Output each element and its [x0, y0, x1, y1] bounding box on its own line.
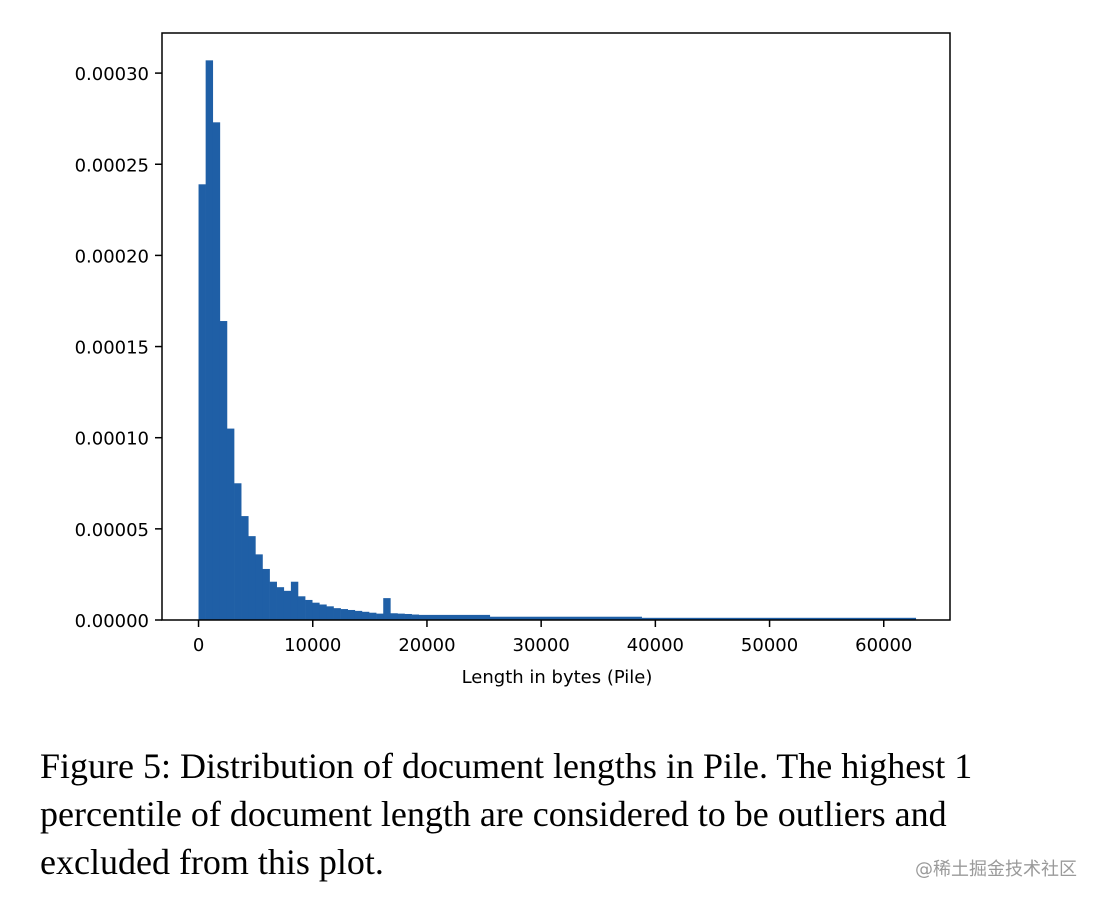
histogram-bar [234, 483, 242, 620]
histogram-bar [326, 606, 334, 620]
histogram-bar [361, 611, 370, 620]
histogram-bar [376, 613, 384, 620]
y-tick-label: 0.00025 [75, 155, 149, 176]
figure-caption: Figure 5: Distribution of document lengt… [40, 746, 973, 882]
histogram-bar [205, 60, 214, 620]
histogram-bar [319, 604, 327, 620]
y-axis: 0.00000 0.00005 0.00010 0.00015 0.00020 0.000… [75, 64, 162, 632]
x-tick-label: 60000 [855, 635, 912, 656]
y-tick-label: 0.00005 [75, 520, 149, 541]
histogram-bar [340, 609, 349, 620]
watermark-text: @稀土掘金技术社区 [915, 859, 1077, 880]
histogram-bar [390, 613, 398, 620]
x-tick-label: 50000 [741, 635, 798, 656]
y-tick-label: 0.00015 [75, 338, 149, 359]
histogram-bar [248, 536, 256, 620]
histogram-bar [641, 617, 917, 620]
histogram-bar [383, 598, 391, 620]
x-tick-label: 0 [193, 635, 204, 656]
histogram-bar [276, 587, 285, 620]
x-tick-label: 10000 [284, 635, 341, 656]
plot-frame [161, 32, 951, 621]
y-tick-label: 0.00000 [75, 611, 149, 632]
histogram-bar [212, 122, 221, 621]
histogram-bar [333, 608, 341, 620]
histogram-bar [262, 568, 270, 620]
x-tick-label: 40000 [627, 635, 684, 656]
y-tick-label: 0.00020 [75, 246, 149, 267]
histogram-bar [369, 612, 377, 620]
histogram-bar [269, 581, 277, 620]
histogram-bar [312, 602, 320, 620]
x-tick-label: 20000 [398, 635, 455, 656]
histogram-bar [411, 614, 420, 620]
histogram-bar [347, 609, 356, 620]
histogram-bar [226, 428, 235, 620]
x-tick-label: 30000 [513, 635, 570, 656]
histogram-bar [241, 516, 249, 620]
histogram-bar [290, 581, 299, 620]
histogram-bar [489, 616, 642, 620]
histogram-bar [219, 321, 228, 620]
histogram-bar [283, 590, 292, 620]
histogram-bars [198, 60, 917, 621]
histogram-bar [418, 614, 491, 620]
histogram-bar [354, 610, 363, 620]
histogram-bar [404, 613, 412, 620]
histogram-bar [198, 184, 206, 621]
histogram-chart: 0 10000 20000 30000 40000 50000 60000 0.000000… [75, 32, 951, 688]
histogram-bar [397, 613, 405, 620]
histogram-bar [297, 596, 306, 620]
y-tick-label: 0.00010 [75, 429, 149, 450]
x-axis: 0 10000 20000 30000 40000 50000 60000 [193, 620, 912, 656]
y-tick-label: 0.00030 [75, 64, 149, 85]
histogram-bar [305, 599, 313, 620]
x-axis-title: Length in bytes (Pile) [462, 667, 653, 688]
histogram-bar [255, 554, 263, 620]
